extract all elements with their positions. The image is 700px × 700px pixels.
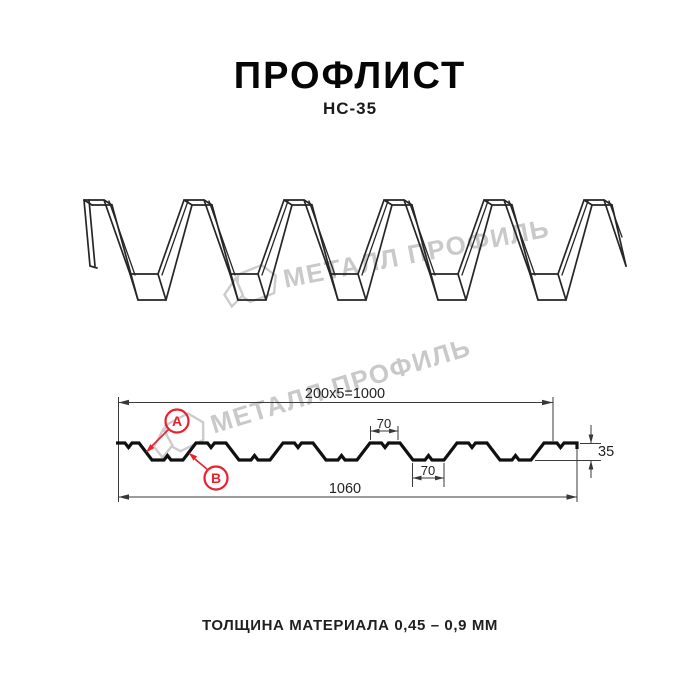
arrow-icon <box>542 399 553 406</box>
callout-a: А <box>146 408 190 453</box>
sheet-right-cut <box>619 247 627 267</box>
arrow-icon <box>118 399 129 406</box>
material-thickness-note: ТОЛЩИНА МАТЕРИАЛА 0,45 – 0,9 ММ <box>201 617 499 634</box>
metall-profil-logo-fold-icon <box>152 426 174 460</box>
arrow-icon <box>412 475 422 481</box>
callout-a-arrow-icon <box>146 444 155 453</box>
sheet-left-cut <box>83 199 98 269</box>
callout-b-circle <box>203 465 229 491</box>
dim-height-35-lines <box>535 425 601 478</box>
sheet-slope-accents <box>108 200 623 276</box>
dim-valley-width-label: 70 <box>421 463 435 478</box>
callout-b-arrow-icon <box>188 452 198 461</box>
arrow-icon <box>435 475 444 481</box>
dim-height-label: 35 <box>598 444 614 460</box>
arrow-icon <box>118 494 129 500</box>
cross-section-drawing: МЕТАЛЛ ПРОФИЛЬ <box>116 332 614 502</box>
dim-crest-width-label: 70 <box>377 416 391 431</box>
callout-b-label: В <box>211 470 221 486</box>
arrow-icon <box>389 428 398 434</box>
dim-top-width-label: 200x5=1000 <box>305 386 385 402</box>
callout-a-circle <box>164 408 190 434</box>
arrow-icon <box>370 428 380 434</box>
callout-a-label: А <box>172 413 182 429</box>
sheet-3d-lines <box>83 199 627 301</box>
watermark-text: МЕТАЛЛ ПРОФИЛЬ <box>281 213 553 294</box>
profile-model-subtitle: НС-35 <box>322 99 378 118</box>
page-title: ПРОФЛИСТ <box>233 55 467 97</box>
sheet-3d-drawing: МЕТАЛЛ ПРОФИЛЬ <box>83 199 627 309</box>
dimension-lines <box>118 397 601 502</box>
dimension-arrows <box>118 399 594 500</box>
arrow-icon <box>566 494 577 500</box>
callout-a-leader <box>151 428 170 447</box>
arrow-icon <box>588 434 594 444</box>
dim-top-width-line <box>118 397 554 441</box>
arrow-icon <box>588 460 594 470</box>
callout-b: В <box>188 452 229 491</box>
callout-b-leader <box>194 458 209 471</box>
dim-total-width-lines <box>118 448 578 502</box>
profile-section-outline <box>116 441 579 462</box>
dim-total-width-label: 1060 <box>329 481 361 497</box>
